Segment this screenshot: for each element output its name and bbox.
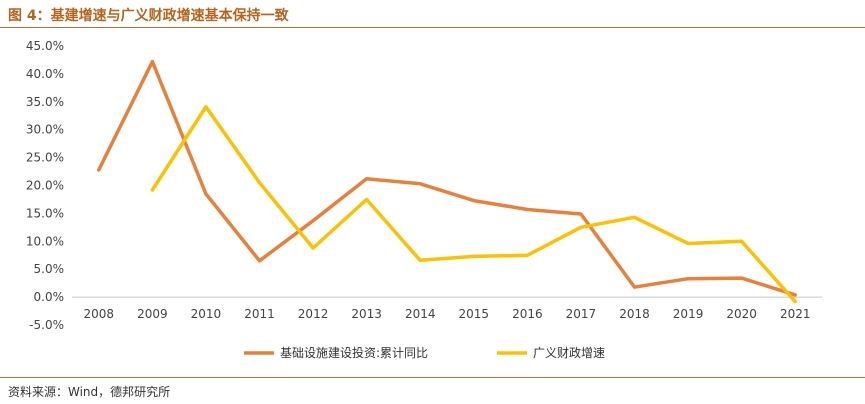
source-note: 资料来源：Wind，德邦研究所 [8, 385, 171, 399]
y-tick-label: 40.0% [26, 67, 64, 81]
x-tick-label: 2020 [726, 307, 757, 321]
legend: 基础设施建设投资:累计同比 广义财政增速 [244, 345, 605, 360]
y-tick-label: 15.0% [26, 206, 64, 220]
y-tick-label: 10.0% [26, 234, 64, 248]
series-lines [97, 59, 797, 304]
x-tick-label: 2016 [512, 307, 543, 321]
x-tick-label: 2018 [619, 307, 650, 321]
series-line-2 [150, 105, 797, 304]
y-axis-ticks: 45.0% 40.0% 35.0% 30.0% 25.0% 20.0% 15.0% 10.0%… [26, 39, 64, 332]
y-tick-label: 25.0% [26, 151, 64, 165]
y-tick-label: 35.0% [26, 95, 64, 109]
series-line-1 [97, 59, 797, 297]
x-tick-label: 2017 [566, 307, 597, 321]
x-tick-label: 2008 [84, 307, 115, 321]
x-tick-label: 2019 [673, 307, 704, 321]
bottom-rule [0, 377, 865, 378]
x-axis-ticks: 2008 2009 2010 2011 2012 2013 2014 2015 2016 2017… [84, 307, 811, 321]
y-tick-label: 5.0% [34, 262, 65, 276]
x-tick-label: 2015 [459, 307, 490, 321]
x-tick-label: 2021 [780, 307, 811, 321]
figure-title: 图 4：基建增速与广义财政增速基本保持一致 [8, 8, 289, 24]
x-tick-label: 2012 [298, 307, 329, 321]
x-tick-label: 2010 [191, 307, 222, 321]
x-tick-label: 2013 [351, 307, 382, 321]
y-tick-label: 30.0% [26, 123, 64, 137]
y-tick-label: 0.0% [34, 290, 65, 304]
x-tick-label: 2009 [137, 307, 168, 321]
y-tick-label: 45.0% [26, 39, 64, 53]
x-tick-label: 2014 [405, 307, 436, 321]
x-tick-label: 2011 [244, 307, 275, 321]
legend-label-1: 基础设施建设投资:累计同比 [280, 345, 428, 360]
legend-label-2: 广义财政增速 [533, 346, 605, 360]
top-rule [0, 27, 865, 28]
y-tick-label: -5.0% [29, 318, 64, 332]
y-tick-label: 20.0% [26, 179, 64, 193]
